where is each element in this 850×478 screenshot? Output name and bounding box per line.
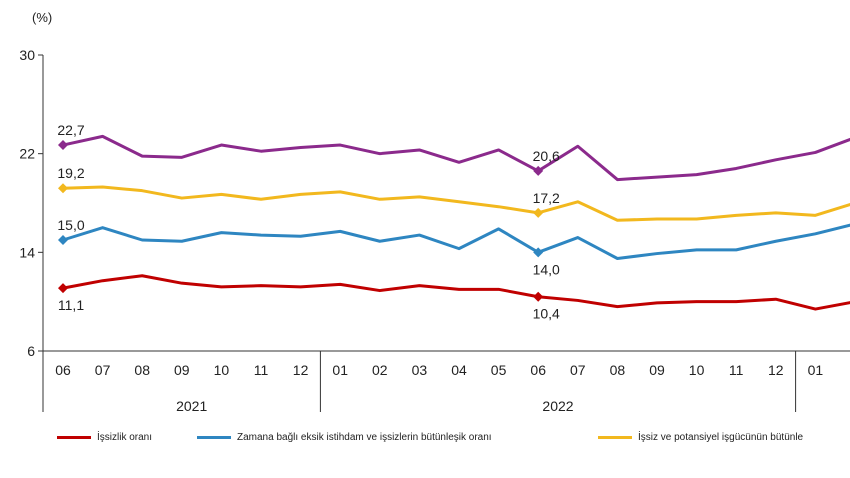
legend-label: İşsizlik oranı	[97, 432, 153, 443]
data-point-marker	[533, 207, 544, 218]
data-point-marker	[58, 183, 68, 194]
data-label: 19,2	[57, 165, 84, 181]
x-tick-label: 11	[254, 362, 269, 378]
y-tick-label: 14	[19, 244, 35, 260]
x-tick-label: 05	[491, 362, 507, 378]
data-point-marker	[533, 247, 544, 258]
series-line-0	[62, 274, 850, 311]
data-label: 17,2	[533, 190, 560, 206]
legend-label: Zamana bağlı eksik istihdam ve işsizleri…	[237, 432, 492, 443]
series-line-2	[62, 185, 850, 222]
x-tick-label: 08	[610, 362, 626, 378]
x-tick-label: 10	[689, 362, 705, 378]
x-tick-label: 03	[412, 362, 428, 378]
legend-swatch	[598, 436, 632, 439]
series-line-1	[62, 223, 850, 260]
legend-item: İşsizlik oranı	[57, 432, 152, 443]
data-point-marker	[533, 165, 544, 176]
data-point-marker	[58, 140, 68, 151]
y-tick-label: 22	[19, 146, 35, 162]
data-point-marker	[58, 235, 68, 245]
x-tick-label: 07	[95, 362, 111, 378]
x-tick-label: 01	[332, 362, 348, 378]
legend: İşsizlik oranı Zamana bağlı eksik istihda…	[0, 432, 850, 456]
x-tick-label: 09	[174, 362, 190, 378]
x-tick-label: 06	[55, 362, 71, 378]
x-tick-label: 04	[451, 362, 467, 378]
y-tick-label: 30	[19, 47, 35, 63]
x-tick-label: 07	[570, 362, 586, 378]
data-label: 15,0	[57, 217, 84, 233]
legend-item: İşsiz ve potansiyel işgücünün bütünle	[598, 432, 803, 443]
legend-swatch	[197, 436, 231, 439]
series-line-3	[62, 134, 850, 182]
x-tick-label: 01	[808, 362, 824, 378]
x-tick-label: 09	[649, 362, 665, 378]
x-tick-label: 10	[214, 362, 230, 378]
y-axis: 6 14 22 30	[19, 47, 44, 359]
data-label: 11,1	[58, 297, 84, 313]
data-label: 22,7	[57, 122, 84, 138]
data-label: 14,0	[533, 261, 560, 277]
data-point-marker	[533, 291, 544, 302]
series-lines	[62, 134, 850, 311]
x-tick-label: 12	[293, 362, 309, 378]
year-label: 2021	[176, 398, 207, 414]
series-markers	[58, 140, 544, 302]
y-axis-unit-label: (%)	[32, 10, 52, 25]
x-tick-label: 02	[372, 362, 388, 378]
x-tick-label: 11	[729, 362, 744, 378]
legend-item: Zamana bağlı eksik istihdam ve işsizleri…	[197, 432, 492, 443]
data-label: 10,4	[533, 306, 560, 322]
x-tick-label: 06	[530, 362, 546, 378]
data-labels: 22,7 19,2 15,0 11,1 20,6 17,2 14,0 10,4	[57, 122, 560, 322]
data-point-marker	[58, 283, 68, 294]
x-axis: 2021 2022 06 07 08 09 10 11 12 01 02 03 04 05 06 07 08 09…	[42, 350, 850, 414]
x-tick-label: 12	[768, 362, 784, 378]
y-tick-label: 6	[27, 343, 35, 359]
year-label: 2022	[542, 398, 573, 414]
legend-label: İşsiz ve potansiyel işgücünün bütünle	[638, 432, 804, 443]
data-label: 20,6	[533, 148, 560, 164]
x-tick-label: 08	[134, 362, 150, 378]
legend-swatch	[57, 436, 91, 439]
